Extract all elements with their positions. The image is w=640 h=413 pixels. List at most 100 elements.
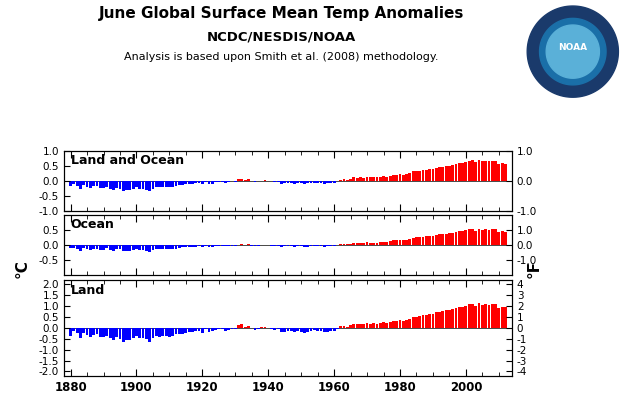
- Bar: [132, 181, 134, 189]
- Bar: [79, 328, 82, 337]
- Bar: [353, 178, 355, 181]
- Bar: [405, 240, 408, 245]
- Bar: [95, 245, 99, 249]
- Bar: [468, 161, 470, 181]
- Bar: [326, 328, 329, 332]
- Bar: [207, 245, 211, 247]
- Bar: [385, 177, 388, 181]
- Bar: [201, 245, 204, 247]
- Bar: [138, 181, 141, 189]
- Bar: [178, 181, 180, 185]
- Bar: [300, 328, 303, 332]
- Bar: [431, 236, 435, 245]
- Bar: [362, 178, 365, 181]
- Bar: [287, 245, 289, 247]
- Bar: [346, 327, 349, 328]
- Bar: [296, 181, 300, 183]
- Bar: [181, 245, 184, 247]
- Bar: [164, 328, 168, 336]
- Bar: [402, 321, 404, 328]
- Bar: [112, 181, 115, 190]
- Bar: [247, 326, 250, 328]
- Bar: [211, 328, 214, 332]
- Bar: [244, 180, 246, 181]
- Bar: [445, 233, 447, 245]
- Bar: [481, 230, 484, 245]
- Bar: [145, 245, 148, 251]
- Bar: [244, 327, 246, 328]
- Bar: [399, 240, 401, 245]
- Bar: [184, 328, 188, 333]
- Bar: [481, 304, 484, 328]
- Bar: [303, 181, 306, 184]
- Bar: [388, 241, 392, 245]
- Bar: [491, 304, 493, 328]
- Bar: [428, 169, 431, 181]
- Bar: [195, 328, 197, 331]
- Bar: [184, 245, 188, 247]
- Bar: [201, 328, 204, 333]
- Text: °C: °C: [15, 259, 30, 278]
- Bar: [497, 164, 500, 181]
- Bar: [247, 179, 250, 181]
- Bar: [221, 245, 223, 247]
- Bar: [438, 311, 441, 328]
- Bar: [310, 245, 312, 247]
- Bar: [201, 181, 204, 184]
- Bar: [412, 317, 415, 328]
- Bar: [273, 245, 276, 246]
- Bar: [148, 181, 151, 191]
- Bar: [152, 328, 154, 338]
- Bar: [195, 245, 197, 247]
- Bar: [69, 181, 72, 186]
- Bar: [224, 328, 227, 331]
- Bar: [260, 327, 263, 328]
- Bar: [76, 245, 79, 249]
- Bar: [448, 166, 451, 181]
- Bar: [442, 234, 444, 245]
- Bar: [290, 181, 292, 183]
- Bar: [224, 181, 227, 183]
- Bar: [72, 181, 76, 184]
- Bar: [494, 161, 497, 181]
- Bar: [342, 179, 346, 181]
- Bar: [155, 181, 157, 187]
- Bar: [313, 245, 316, 247]
- Bar: [465, 230, 467, 245]
- Bar: [129, 245, 131, 251]
- Bar: [161, 181, 164, 187]
- Bar: [276, 245, 280, 246]
- Bar: [488, 304, 490, 328]
- Bar: [339, 326, 342, 328]
- Polygon shape: [540, 19, 606, 85]
- Bar: [218, 245, 220, 246]
- Bar: [471, 304, 474, 328]
- Bar: [388, 176, 392, 181]
- Bar: [72, 245, 76, 248]
- Bar: [468, 304, 470, 328]
- Bar: [89, 181, 92, 188]
- Bar: [300, 245, 303, 247]
- Bar: [412, 238, 415, 245]
- Bar: [99, 181, 102, 188]
- Bar: [365, 177, 369, 181]
- Bar: [155, 328, 157, 337]
- Bar: [500, 163, 504, 181]
- Bar: [342, 244, 346, 245]
- Bar: [273, 328, 276, 330]
- Bar: [313, 181, 316, 183]
- Bar: [125, 245, 128, 251]
- Bar: [458, 307, 461, 328]
- Bar: [458, 231, 461, 245]
- Bar: [237, 244, 240, 245]
- Bar: [408, 173, 412, 181]
- Bar: [359, 242, 362, 245]
- Bar: [132, 328, 134, 338]
- Bar: [158, 245, 161, 249]
- Bar: [89, 245, 92, 250]
- Bar: [494, 304, 497, 328]
- Bar: [319, 181, 323, 183]
- Bar: [323, 181, 326, 184]
- Bar: [135, 328, 138, 336]
- Bar: [346, 244, 349, 245]
